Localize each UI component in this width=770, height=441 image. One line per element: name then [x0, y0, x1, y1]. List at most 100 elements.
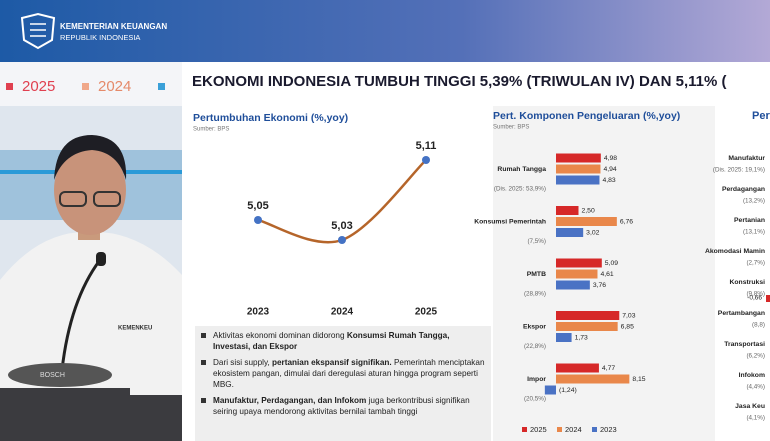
panel-bg — [493, 106, 715, 441]
legend-label: 2023 — [600, 425, 617, 434]
bar — [556, 311, 620, 320]
value-label: 2,50 — [582, 207, 595, 214]
value-label: (1,24) — [559, 387, 577, 394]
bullet: Aktivitas ekonomi dominan didorong Konsu… — [201, 330, 485, 352]
desk — [0, 388, 182, 441]
chart-title: Pertumbuhan Ekonomi (%,yoy) — [193, 112, 348, 124]
chart-source: Sumber: BPS — [493, 125, 529, 131]
value-label: 4,94 — [603, 166, 616, 173]
bar — [556, 175, 600, 185]
category-label: Konstruksi — [729, 279, 765, 286]
org-sub: REPUBLIK INDONESIA — [60, 33, 140, 42]
mic — [60, 259, 102, 371]
glasses — [93, 191, 121, 207]
chart-title: Pert. Komponen Pengeluaran (%,yoy) — [493, 110, 680, 122]
category-label: Pertanian — [734, 217, 765, 224]
bar — [556, 280, 590, 290]
category-label: Rumah Tangga — [497, 166, 546, 173]
value-label: 5,05 — [247, 200, 268, 212]
mic-brand: BOSCH — [40, 372, 65, 379]
legend-swatch — [592, 427, 597, 432]
value-label: 3,76 — [593, 282, 606, 289]
value-label: -0,66 — [747, 295, 762, 302]
legend-swatch — [522, 427, 527, 432]
value-label: 4,61 — [600, 271, 613, 278]
category-label: Infokom — [739, 372, 765, 379]
nameplate — [130, 355, 182, 395]
badge: KEMENKEU — [118, 326, 152, 332]
mic-base — [8, 363, 112, 387]
bar — [556, 374, 630, 384]
x-tick-label: 2025 — [415, 307, 438, 318]
value-label: 5,11 — [416, 140, 437, 152]
banner — [0, 0, 770, 62]
category-label: Manufaktur — [728, 155, 765, 162]
share-label: (Dis. 2025: 53,9%) — [494, 186, 546, 193]
value-label: 1,73 — [575, 334, 588, 341]
legend-label: 2025 — [530, 425, 547, 434]
bar — [556, 228, 584, 237]
bullet-text: Aktivitas ekonomi dominan didorong — [213, 331, 347, 340]
share-label: (13,2%) — [743, 198, 765, 205]
bullet-text: pertanian ekspansif signifikan. — [272, 358, 392, 367]
bar — [556, 258, 602, 268]
value-label: 7,03 — [622, 312, 635, 319]
share-label: (8,8) — [752, 322, 765, 329]
legend-label: 2024 — [565, 425, 582, 434]
share-label: (2,7%) — [746, 260, 765, 267]
share-label: (4,4%) — [746, 384, 765, 391]
share-label: (6,2%) — [746, 353, 765, 360]
bullet: Dari sisi supply, pertanian ekspansif si… — [201, 357, 485, 390]
bar-fragment — [766, 295, 770, 302]
bullet-text: juga berkontribusi signifikan seiring up… — [213, 396, 470, 416]
bg-legend: 2025 — [22, 78, 55, 95]
bullet: Manufaktur, Perdagangan, dan Infokom jug… — [201, 395, 485, 417]
glasses — [59, 191, 87, 207]
share-label: (28,8%) — [524, 291, 546, 298]
bar — [556, 269, 598, 279]
bullets: Aktivitas ekonomi dominan didorong Konsu… — [195, 326, 491, 441]
bullet-text: Pemerintah menciptakan ekosistem pangan,… — [213, 358, 485, 389]
bar — [556, 363, 599, 373]
category-label: PMTB — [527, 271, 546, 278]
marker — [338, 236, 346, 244]
video-bg — [0, 62, 182, 106]
chart-source: Sumber: BPS — [193, 127, 229, 133]
bullet-text: Konsumsi Rumah Tangga, Investasi, dan Ek… — [213, 331, 450, 351]
share-label: (4,1%) — [746, 415, 765, 422]
category-label: Ekspor — [523, 323, 546, 330]
x-tick-label: 2023 — [247, 307, 270, 318]
category-label: Pertambangan — [718, 310, 765, 317]
mic-head — [96, 252, 106, 266]
slide-title: EKONOMI INDONESIA TUMBUH TINGGI 5,39% (T… — [192, 73, 727, 90]
value-label: 5,09 — [605, 260, 618, 267]
bar — [556, 333, 572, 342]
logo — [20, 12, 56, 50]
share-label: (22,8%) — [524, 343, 546, 350]
legend-swatch — [82, 83, 89, 90]
org: KEMENTERIAN KEUANGAN — [60, 22, 167, 31]
marker — [422, 156, 430, 164]
value-label: 6,85 — [621, 323, 634, 330]
category-label: Konsumsi Pemerintah — [474, 218, 546, 225]
bg-legend: 2024 — [98, 78, 131, 95]
value-label: 4,77 — [602, 365, 615, 372]
category-label: Transportasi — [724, 341, 765, 348]
legend-swatch — [6, 83, 13, 90]
marker — [254, 216, 262, 224]
bullet-text: Manufaktur, Perdagangan, dan Infokom — [213, 396, 367, 405]
bar — [556, 322, 618, 331]
legend-swatch — [557, 427, 562, 432]
value-label: 6,76 — [620, 218, 633, 225]
bar — [544, 385, 556, 395]
value-label: 3,02 — [586, 229, 599, 236]
category-label: Perdagangan — [722, 186, 765, 193]
legend-swatch — [158, 83, 165, 90]
share-label: (20,5%) — [524, 396, 546, 403]
bar — [556, 206, 579, 215]
value-label: 4,83 — [602, 177, 615, 184]
panel-title: Pert — [752, 110, 770, 122]
share-label: (13,1%) — [743, 229, 765, 236]
